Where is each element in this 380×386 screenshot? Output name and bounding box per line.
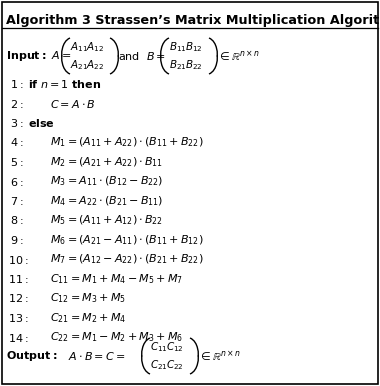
Text: $13{:}$: $13{:}$ <box>8 312 29 324</box>
Text: $B_{12}$: $B_{12}$ <box>185 40 203 54</box>
Text: $B_{11}$: $B_{11}$ <box>169 40 187 54</box>
Text: $\in\mathbb{R}^{n\times n}$: $\in\mathbb{R}^{n\times n}$ <box>217 49 260 63</box>
Text: $\mathbf{else}$: $\mathbf{else}$ <box>28 117 55 129</box>
Text: $C_{12} = M_3+M_5$: $C_{12} = M_3+M_5$ <box>50 291 126 305</box>
Text: $C_{21}$: $C_{21}$ <box>150 358 168 372</box>
Text: $\mathrm{and}\ \ B=$: $\mathrm{and}\ \ B=$ <box>118 50 166 62</box>
Text: $B_{21}$: $B_{21}$ <box>169 58 187 72</box>
Text: $C_{21} = M_2+M_4$: $C_{21} = M_2+M_4$ <box>50 311 126 325</box>
Text: $A_{21}$: $A_{21}$ <box>70 58 88 72</box>
Text: $2{:}$: $2{:}$ <box>10 98 24 110</box>
Text: $\in\mathbb{R}^{n\times n}$: $\in\mathbb{R}^{n\times n}$ <box>198 349 241 363</box>
Text: $\mathbf{Output:}$: $\mathbf{Output:}$ <box>6 349 57 363</box>
Text: $M_4 = A_{22}\cdot(B_{21}-B_{11})$: $M_4 = A_{22}\cdot(B_{21}-B_{11})$ <box>50 194 163 208</box>
Text: $1{:}$: $1{:}$ <box>10 78 24 90</box>
Text: $4{:}$: $4{:}$ <box>10 137 24 149</box>
Text: $\mathbf{if}\ n=1\ \mathbf{then}$: $\mathbf{if}\ n=1\ \mathbf{then}$ <box>28 78 101 90</box>
Text: $M_1 = (A_{11}+A_{22})\cdot(B_{11}+B_{22})$: $M_1 = (A_{11}+A_{22})\cdot(B_{11}+B_{22… <box>50 136 203 149</box>
Text: $M_7 = (A_{12}-A_{22})\cdot(B_{21}+B_{22})$: $M_7 = (A_{12}-A_{22})\cdot(B_{21}+B_{22… <box>50 253 203 266</box>
Text: $A_{12}$: $A_{12}$ <box>86 40 104 54</box>
Text: $M_6 = (A_{21}-A_{11})\cdot(B_{11}+B_{12})$: $M_6 = (A_{21}-A_{11})\cdot(B_{11}+B_{12… <box>50 233 203 247</box>
Text: $C_{22} = M_1-M_2+M_3+M_6$: $C_{22} = M_1-M_2+M_3+M_6$ <box>50 330 183 344</box>
Text: $A_{22}$: $A_{22}$ <box>86 58 104 72</box>
Text: $C_{22}$: $C_{22}$ <box>166 358 184 372</box>
Text: $B_{22}$: $B_{22}$ <box>185 58 203 72</box>
Text: $10{:}$: $10{:}$ <box>8 254 29 266</box>
Text: $C_{12}$: $C_{12}$ <box>166 340 184 354</box>
Text: $A \cdot B = C =$: $A \cdot B = C =$ <box>68 350 125 362</box>
Text: $8{:}$: $8{:}$ <box>10 215 24 227</box>
Text: $14{:}$: $14{:}$ <box>8 332 29 344</box>
Text: $11{:}$: $11{:}$ <box>8 273 29 285</box>
Text: $\mathbf{Input:}$ $A=$: $\mathbf{Input:}$ $A=$ <box>6 49 71 63</box>
Text: $M_5 = (A_{11}+A_{12})\cdot B_{22}$: $M_5 = (A_{11}+A_{12})\cdot B_{22}$ <box>50 214 163 227</box>
Text: $M_3 = A_{11}\cdot(B_{12}-B_{22})$: $M_3 = A_{11}\cdot(B_{12}-B_{22})$ <box>50 175 163 188</box>
Text: $9{:}$: $9{:}$ <box>10 234 24 246</box>
Text: $5{:}$: $5{:}$ <box>10 156 24 168</box>
Text: $3{:}$: $3{:}$ <box>10 117 24 129</box>
Text: $7{:}$: $7{:}$ <box>10 195 24 207</box>
Text: $6{:}$: $6{:}$ <box>10 176 24 188</box>
Text: $C = A \cdot B$: $C = A \cdot B$ <box>50 98 96 110</box>
Text: Algorithm 3 Strassen’s Matrix Multiplication Algorithm: Algorithm 3 Strassen’s Matrix Multiplica… <box>6 14 380 27</box>
Text: $A_{11}$: $A_{11}$ <box>70 40 88 54</box>
Text: $C_{11} = M_1+M_4-M_5+M_7$: $C_{11} = M_1+M_4-M_5+M_7$ <box>50 272 183 286</box>
Text: $C_{11}$: $C_{11}$ <box>150 340 168 354</box>
Text: $12{:}$: $12{:}$ <box>8 293 29 305</box>
Text: $M_2 = (A_{21}+A_{22})\cdot B_{11}$: $M_2 = (A_{21}+A_{22})\cdot B_{11}$ <box>50 155 163 169</box>
